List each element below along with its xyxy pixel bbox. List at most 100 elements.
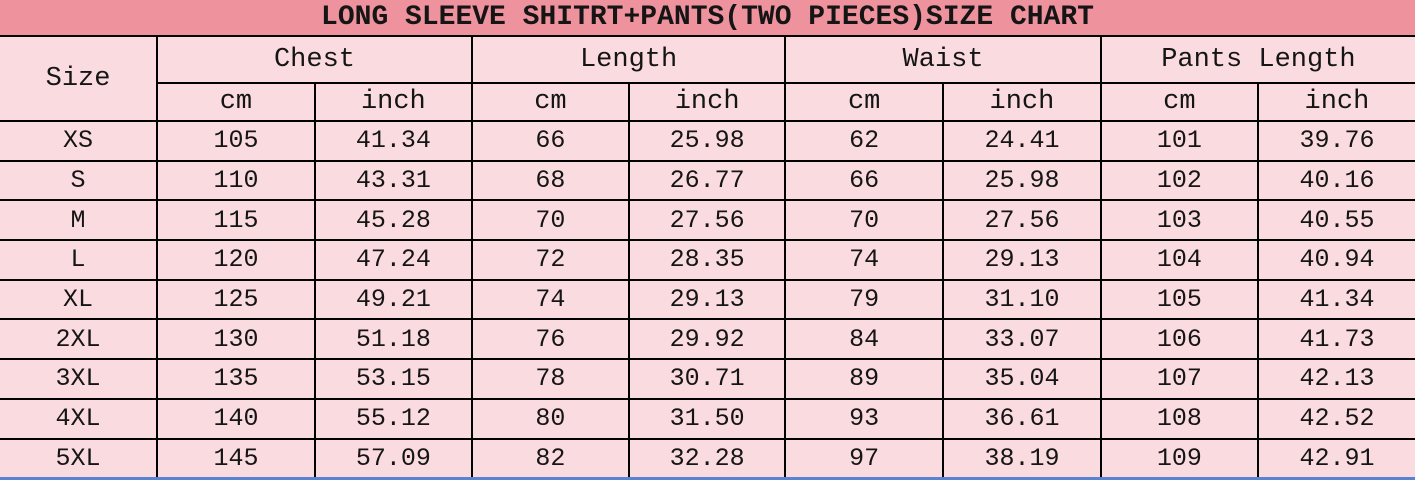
table-cell: 40.55 xyxy=(1256,199,1415,242)
table-cell: 25.98 xyxy=(627,120,787,162)
table-cell: 76 xyxy=(470,318,630,361)
table-cell: 62 xyxy=(784,120,945,162)
table-cell: 36.61 xyxy=(942,397,1102,440)
header-length: Length xyxy=(470,37,787,84)
table-cell: 120 xyxy=(156,239,316,281)
table-cell: 79 xyxy=(784,278,945,321)
header-pants-length: Pants Length xyxy=(1099,37,1415,84)
table-cell: 135 xyxy=(156,358,316,400)
table-cell: 30.71 xyxy=(627,358,787,400)
table-cell: 42.91 xyxy=(1256,437,1415,477)
table-cell: 93 xyxy=(784,397,945,440)
unit-chest-cm: cm xyxy=(157,82,316,122)
table-cell: 70 xyxy=(784,199,945,242)
size-cell: XL xyxy=(0,278,159,321)
table-cell: 49.21 xyxy=(313,278,473,321)
table-cell: 110 xyxy=(156,159,316,202)
header-size: Size xyxy=(0,37,159,122)
table-cell: 97 xyxy=(784,437,945,477)
table-cell: 72 xyxy=(470,239,630,281)
table-cell: 31.50 xyxy=(627,397,787,440)
table-cell: 108 xyxy=(1099,397,1259,440)
table-cell: 27.56 xyxy=(627,199,787,242)
table-row: M 115 45.28 70 27.56 70 27.56 103 40.55 xyxy=(0,199,1415,242)
table-cell: 33.07 xyxy=(942,318,1102,361)
table-cell: 101 xyxy=(1099,120,1259,162)
table-cell: 41.34 xyxy=(1256,278,1415,321)
table-cell: 42.52 xyxy=(1256,397,1415,440)
table-cell: 84 xyxy=(784,318,945,361)
unit-pants-inch: inch xyxy=(1256,82,1415,122)
size-cell: L xyxy=(0,239,159,281)
size-cell: 5XL xyxy=(0,437,159,477)
table-cell: 74 xyxy=(784,239,945,281)
table-row: XL 125 49.21 74 29.13 79 31.10 105 41.34 xyxy=(0,278,1415,321)
chart-title: LONG SLEEVE SHITRT+PANTS(TWO PIECES)SIZE… xyxy=(321,2,1094,33)
table-cell: 66 xyxy=(470,120,630,162)
table-row: 2XL 130 51.18 76 29.92 84 33.07 106 41.7… xyxy=(0,318,1415,361)
table-cell: 41.73 xyxy=(1256,318,1415,361)
table-cell: 105 xyxy=(156,120,316,162)
table-cell: 125 xyxy=(156,278,316,321)
header-group-row: Size Chest Length Waist Pants Length xyxy=(0,37,1415,122)
table-cell: 140 xyxy=(156,397,316,440)
table-cell: 103 xyxy=(1099,199,1259,242)
table-cell: 40.94 xyxy=(1256,239,1415,281)
table-cell: 24.41 xyxy=(942,120,1102,162)
unit-pants-cm: cm xyxy=(1099,82,1259,122)
table-cell: 31.10 xyxy=(942,278,1102,321)
table-cell: 25.98 xyxy=(942,159,1102,202)
chart-title-bar: LONG SLEEVE SHITRT+PANTS(TWO PIECES)SIZE… xyxy=(0,0,1415,37)
header-unit-row: cm inch cm inch cm inch cm inch xyxy=(0,82,1415,122)
table-cell: 39.76 xyxy=(1256,120,1415,162)
table-cell: 130 xyxy=(156,318,316,361)
table-row: XS 105 41.34 66 25.98 62 24.41 101 39.76 xyxy=(0,120,1415,162)
size-cell: 3XL xyxy=(0,358,159,400)
table-row: 4XL 140 55.12 80 31.50 93 36.61 108 42.5… xyxy=(0,397,1415,440)
table-row: S 110 43.31 68 26.77 66 25.98 102 40.16 xyxy=(0,159,1415,202)
table-cell: 27.56 xyxy=(942,199,1102,242)
unit-length-cm: cm xyxy=(470,82,630,122)
table-cell: 47.24 xyxy=(313,239,473,281)
table-cell: 70 xyxy=(470,199,630,242)
table-cell: 109 xyxy=(1099,437,1259,477)
table-cell: 35.04 xyxy=(942,358,1102,400)
table-cell: 40.16 xyxy=(1256,159,1415,202)
table-cell: 74 xyxy=(470,278,630,321)
unit-length-inch: inch xyxy=(627,82,787,122)
table-cell: 104 xyxy=(1099,239,1259,281)
table-cell: 57.09 xyxy=(313,437,473,477)
header-chest: Chest xyxy=(156,37,473,84)
table-row: 3XL 135 53.15 78 30.71 89 35.04 107 42.1… xyxy=(0,358,1415,400)
table-cell: 55.12 xyxy=(313,397,473,440)
size-cell: 2XL xyxy=(0,318,159,361)
table-cell: 41.34 xyxy=(313,120,473,162)
table-cell: 32.28 xyxy=(627,437,787,477)
table-cell: 115 xyxy=(156,199,316,242)
table-cell: 105 xyxy=(1099,278,1259,321)
table-cell: 106 xyxy=(1099,318,1259,361)
table-cell: 42.13 xyxy=(1256,358,1415,400)
table-cell: 102 xyxy=(1099,159,1259,202)
table-header: Size Chest Length Waist Pants Length cm … xyxy=(0,37,1415,122)
table-cell: 45.28 xyxy=(313,199,473,242)
unit-waist-inch: inch xyxy=(942,82,1102,122)
table-cell: 29.13 xyxy=(627,278,787,321)
size-table: Size Chest Length Waist Pants Length cm … xyxy=(0,37,1415,477)
header-waist: Waist xyxy=(784,37,1102,84)
table-cell: 29.13 xyxy=(942,239,1102,281)
size-cell: 4XL xyxy=(0,397,159,440)
unit-chest-inch: inch xyxy=(313,82,473,122)
size-cell: M xyxy=(0,199,159,242)
table-cell: 80 xyxy=(470,397,630,440)
table-cell: 145 xyxy=(156,437,316,477)
table-body: XS 105 41.34 66 25.98 62 24.41 101 39.76… xyxy=(0,120,1415,477)
table-cell: 29.92 xyxy=(627,318,787,361)
table-cell: 107 xyxy=(1099,358,1259,400)
table-cell: 28.35 xyxy=(627,239,787,281)
table-cell: 68 xyxy=(470,159,630,202)
table-cell: 78 xyxy=(470,358,630,400)
table-cell: 51.18 xyxy=(313,318,473,361)
table-row: L 120 47.24 72 28.35 74 29.13 104 40.94 xyxy=(0,239,1415,281)
